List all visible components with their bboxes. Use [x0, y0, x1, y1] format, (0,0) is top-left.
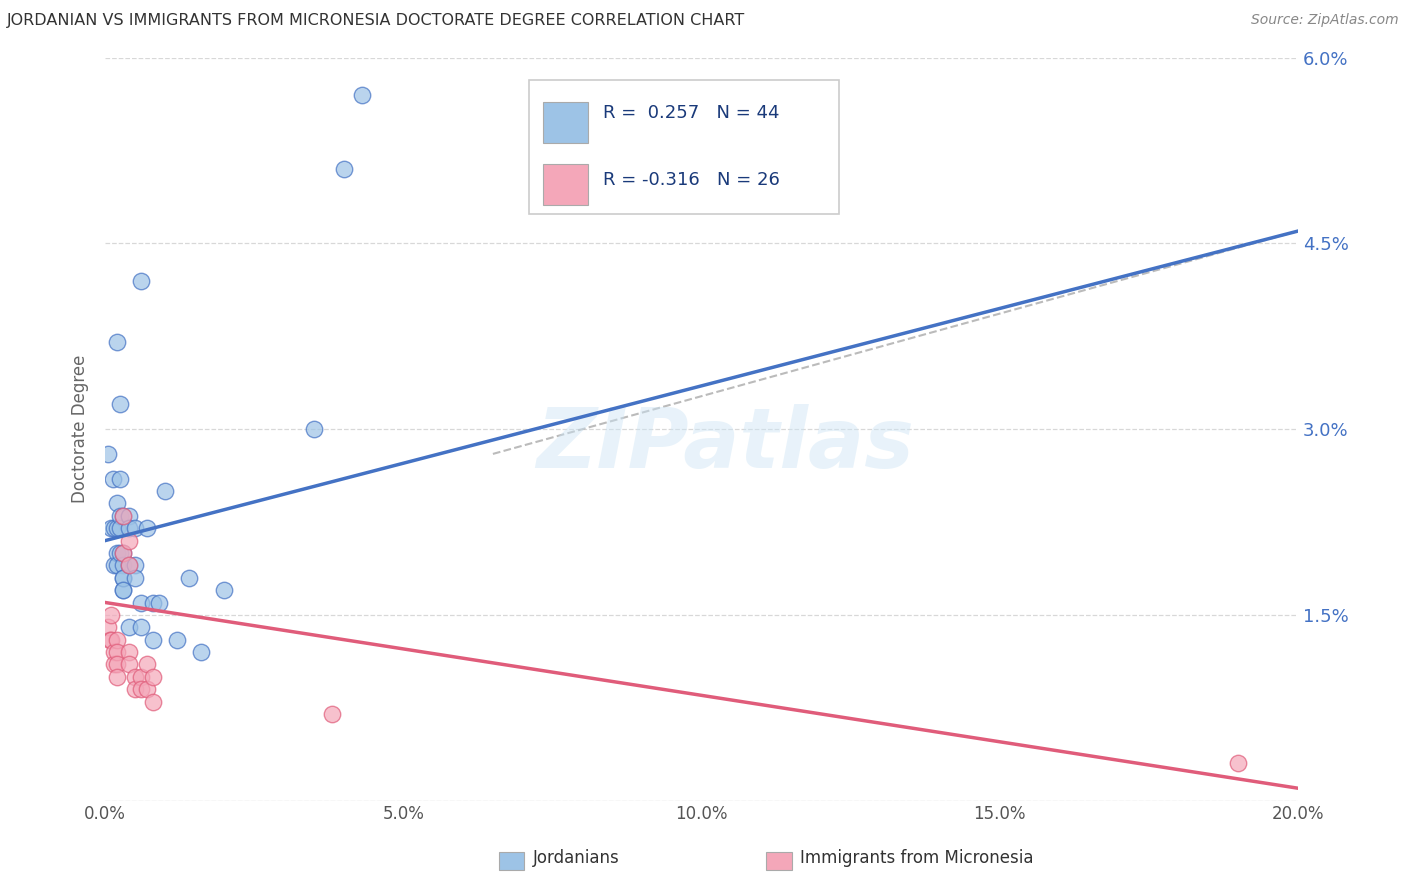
Point [142, 632, 165, 647]
Point [112, 571, 135, 585]
Point [129, 682, 152, 697]
Text: ZIPatlas: ZIPatlas [537, 403, 914, 484]
Point [112, 508, 135, 523]
Point [118, 645, 141, 659]
FancyBboxPatch shape [529, 80, 839, 214]
Point [105, 670, 128, 684]
Point [103, 645, 125, 659]
Point [350, 87, 373, 102]
Point [166, 632, 188, 647]
Point [118, 508, 141, 523]
Point [118, 558, 141, 573]
Point [124, 682, 146, 697]
Point [177, 571, 200, 585]
Point [105, 546, 128, 560]
Point [118, 533, 141, 548]
Point [124, 670, 146, 684]
Point [103, 657, 125, 672]
Point [100, 632, 122, 647]
Point [108, 508, 131, 523]
Point [105, 521, 128, 535]
Text: Jordanians: Jordanians [533, 849, 620, 867]
Point [136, 657, 159, 672]
Point [100, 607, 122, 622]
FancyBboxPatch shape [543, 103, 588, 143]
Point [112, 546, 135, 560]
Point [108, 397, 131, 411]
Point [105, 632, 128, 647]
Text: JORDANIAN VS IMMIGRANTS FROM MICRONESIA DOCTORATE DEGREE CORRELATION CHART: JORDANIAN VS IMMIGRANTS FROM MICRONESIA … [7, 13, 745, 29]
Point [101, 472, 124, 486]
Point [112, 571, 135, 585]
Point [118, 620, 141, 634]
Point [112, 508, 135, 523]
Point [148, 595, 170, 609]
Point [105, 645, 128, 659]
Point [112, 546, 135, 560]
Point [103, 521, 125, 535]
Point [190, 645, 212, 659]
Point [105, 335, 128, 350]
Point [124, 571, 146, 585]
Point [321, 706, 343, 721]
Text: Immigrants from Micronesia: Immigrants from Micronesia [800, 849, 1033, 867]
Text: R =  0.257   N = 44: R = 0.257 N = 44 [603, 104, 779, 122]
Point [118, 558, 141, 573]
Point [153, 484, 176, 499]
Point [108, 521, 131, 535]
Point [103, 558, 125, 573]
Point [136, 521, 159, 535]
Point [100, 521, 122, 535]
Point [108, 472, 131, 486]
Point [129, 595, 152, 609]
Text: R = -0.316   N = 26: R = -0.316 N = 26 [603, 171, 779, 189]
Point [112, 583, 135, 598]
FancyBboxPatch shape [543, 164, 588, 205]
Point [105, 496, 128, 510]
Point [129, 670, 152, 684]
Point [124, 558, 146, 573]
Point [1227, 756, 1250, 771]
Point [97, 620, 120, 634]
Point [118, 657, 141, 672]
Point [108, 546, 131, 560]
Point [129, 620, 152, 634]
Point [142, 670, 165, 684]
Point [142, 595, 165, 609]
Point [105, 657, 128, 672]
Point [302, 422, 325, 436]
Point [142, 695, 165, 709]
Point [124, 521, 146, 535]
Point [98, 632, 121, 647]
Point [97, 447, 120, 461]
Point [118, 521, 141, 535]
Point [112, 583, 135, 598]
Point [136, 682, 159, 697]
Y-axis label: Doctorate Degree: Doctorate Degree [72, 355, 89, 503]
Point [112, 558, 135, 573]
Text: Source: ZipAtlas.com: Source: ZipAtlas.com [1251, 13, 1399, 28]
Point [129, 274, 152, 288]
Point [214, 583, 236, 598]
Point [333, 162, 356, 177]
Point [105, 558, 128, 573]
